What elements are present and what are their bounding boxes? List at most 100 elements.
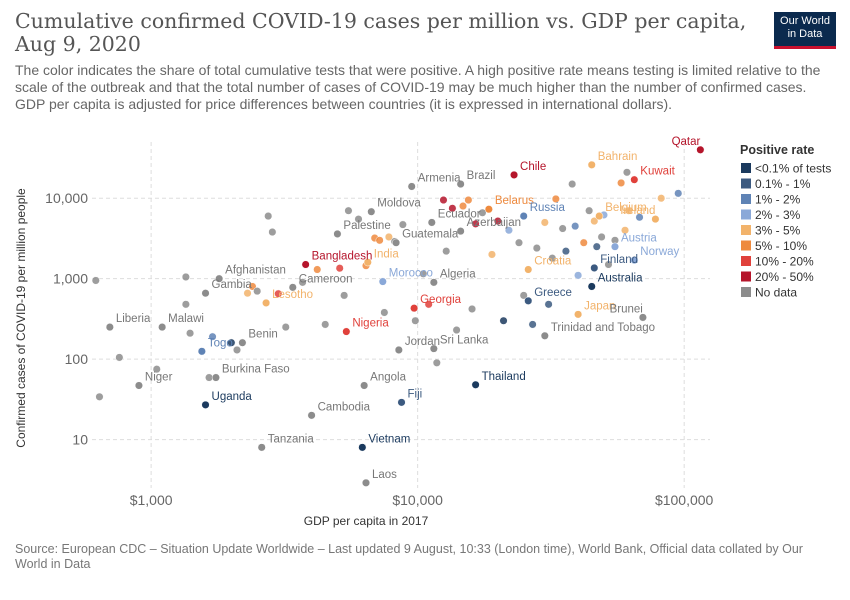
- data-point[interactable]: [540, 218, 549, 227]
- data-point[interactable]: [181, 300, 190, 309]
- data-point[interactable]: [95, 392, 104, 401]
- data-point[interactable]: [384, 232, 393, 242]
- data-point[interactable]: [587, 160, 596, 169]
- data-point[interactable]: [358, 443, 367, 452]
- data-point[interactable]: [394, 345, 403, 355]
- data-point[interactable]: [499, 316, 508, 325]
- data-point[interactable]: [452, 325, 461, 335]
- data-point[interactable]: [620, 226, 630, 235]
- data-point[interactable]: [429, 344, 438, 353]
- data-point[interactable]: [208, 332, 217, 341]
- data-point[interactable]: [484, 205, 493, 214]
- data-point[interactable]: [211, 373, 220, 382]
- data-point[interactable]: [624, 206, 633, 215]
- data-point[interactable]: [392, 238, 401, 247]
- data-point[interactable]: [610, 242, 620, 251]
- data-point[interactable]: [378, 277, 387, 286]
- data-point[interactable]: [340, 291, 349, 300]
- data-point[interactable]: [456, 227, 465, 236]
- data-point[interactable]: [493, 217, 502, 226]
- data-point[interactable]: [274, 289, 283, 298]
- data-point[interactable]: [201, 289, 210, 298]
- data-point[interactable]: [342, 327, 351, 336]
- data-point[interactable]: [630, 175, 639, 184]
- data-point[interactable]: [186, 329, 195, 338]
- data-point[interactable]: [524, 265, 533, 274]
- data-point[interactable]: [487, 250, 496, 259]
- data-point[interactable]: [558, 224, 567, 233]
- data-point[interactable]: [281, 323, 290, 332]
- data-point[interactable]: [568, 180, 577, 189]
- data-point[interactable]: [411, 316, 420, 325]
- data-point[interactable]: [264, 212, 273, 221]
- data-point[interactable]: [419, 269, 428, 278]
- data-point[interactable]: [458, 201, 468, 211]
- data-point[interactable]: [333, 229, 342, 238]
- data-point[interactable]: [429, 278, 438, 287]
- data-point[interactable]: [630, 256, 639, 265]
- data-point[interactable]: [595, 212, 604, 221]
- data-point[interactable]: [367, 207, 376, 216]
- data-point[interactable]: [638, 313, 647, 322]
- data-point[interactable]: [398, 220, 407, 229]
- data-point[interactable]: [587, 282, 596, 291]
- data-point[interactable]: [262, 298, 271, 307]
- data-point[interactable]: [298, 278, 307, 287]
- data-point[interactable]: [504, 226, 513, 235]
- data-point[interactable]: [528, 320, 537, 329]
- data-point[interactable]: [205, 373, 214, 382]
- data-point[interactable]: [344, 206, 353, 215]
- data-point[interactable]: [456, 180, 465, 189]
- data-point[interactable]: [321, 320, 330, 329]
- data-point[interactable]: [510, 170, 519, 179]
- data-point[interactable]: [464, 195, 473, 205]
- data-point[interactable]: [427, 218, 436, 227]
- data-point[interactable]: [134, 381, 143, 390]
- data-point[interactable]: [313, 265, 322, 274]
- data-point[interactable]: [471, 380, 480, 389]
- data-point[interactable]: [597, 232, 606, 242]
- data-point[interactable]: [335, 264, 344, 273]
- data-point[interactable]: [152, 365, 161, 374]
- data-point[interactable]: [115, 353, 124, 362]
- data-point[interactable]: [544, 300, 553, 309]
- data-point[interactable]: [657, 194, 666, 203]
- data-point[interactable]: [215, 274, 224, 283]
- data-point[interactable]: [478, 208, 487, 217]
- data-point[interactable]: [561, 247, 570, 256]
- data-point[interactable]: [288, 283, 297, 292]
- data-point[interactable]: [363, 258, 372, 267]
- data-point[interactable]: [375, 236, 384, 245]
- data-point[interactable]: [410, 304, 419, 313]
- data-point[interactable]: [519, 212, 528, 221]
- data-point[interactable]: [592, 242, 601, 251]
- data-point[interactable]: [380, 308, 389, 317]
- data-point[interactable]: [471, 219, 480, 228]
- data-point[interactable]: [439, 195, 448, 205]
- data-point[interactable]: [424, 300, 433, 309]
- data-point[interactable]: [361, 478, 371, 487]
- data-point[interactable]: [238, 338, 247, 347]
- data-point[interactable]: [579, 238, 588, 247]
- data-point[interactable]: [105, 323, 114, 332]
- data-point[interactable]: [468, 304, 477, 314]
- data-point[interactable]: [91, 276, 100, 285]
- data-point[interactable]: [432, 358, 441, 367]
- data-point[interactable]: [307, 411, 316, 420]
- data-point[interactable]: [622, 168, 632, 177]
- data-point[interactable]: [268, 227, 277, 237]
- data-point[interactable]: [574, 310, 583, 319]
- data-point[interactable]: [397, 398, 406, 407]
- data-point[interactable]: [301, 260, 310, 269]
- data-point[interactable]: [232, 345, 242, 355]
- data-point[interactable]: [442, 247, 451, 256]
- data-point[interactable]: [696, 145, 705, 154]
- data-point[interactable]: [590, 263, 599, 272]
- data-point[interactable]: [181, 272, 190, 282]
- data-point[interactable]: [548, 254, 557, 263]
- data-point[interactable]: [448, 204, 457, 213]
- data-point[interactable]: [524, 296, 533, 305]
- data-point[interactable]: [257, 443, 266, 452]
- data-point[interactable]: [253, 287, 262, 296]
- data-point[interactable]: [201, 400, 210, 409]
